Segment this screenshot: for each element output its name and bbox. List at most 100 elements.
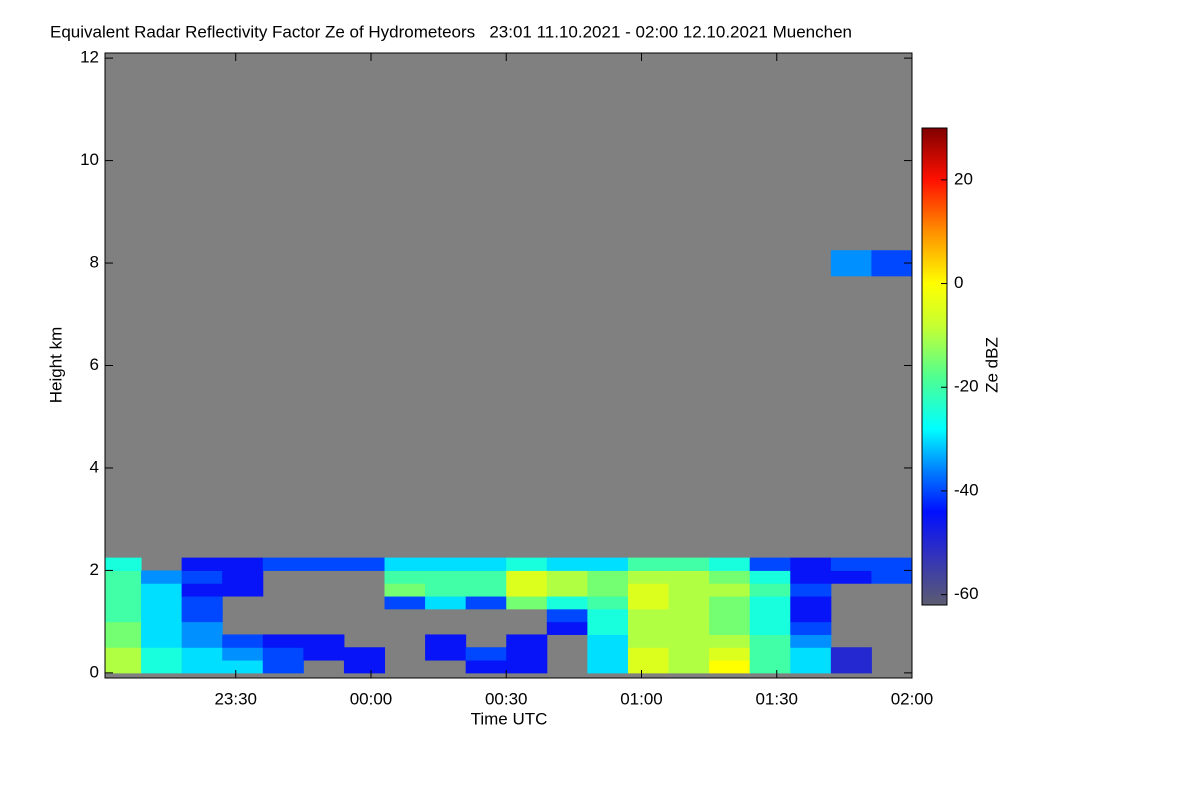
heatmap-cell (181, 557, 223, 571)
heatmap-cell (506, 596, 548, 610)
heatmap-cell (749, 570, 791, 584)
heatmap-cell (465, 583, 507, 597)
heatmap-cell (222, 570, 264, 584)
heatmap-cell (668, 596, 710, 610)
heatmap-cell (181, 660, 223, 674)
heatmap-cell (668, 634, 710, 648)
heatmap-cell (141, 583, 183, 597)
heatmap-cell (627, 557, 670, 571)
heatmap-cell (262, 660, 304, 674)
x-tick-label: 01:30 (755, 689, 798, 708)
heatmap-cell (506, 570, 548, 584)
heatmap-cell (141, 621, 183, 635)
colorbar-label: Ze dBZ (982, 337, 1001, 393)
heatmap-cell (384, 596, 426, 610)
heatmap-cell (668, 570, 710, 584)
heatmap-cell (141, 596, 183, 610)
y-tick-label: 4 (90, 457, 99, 476)
heatmap-cell (790, 557, 832, 571)
heatmap-cell (587, 583, 629, 597)
heatmap-cell (830, 570, 872, 584)
heatmap-cell (627, 583, 670, 597)
heatmap-cell (343, 557, 386, 571)
heatmap-cell (668, 608, 710, 623)
heatmap-cell (506, 583, 548, 597)
heatmap-cell (303, 647, 345, 661)
heatmap-cell (425, 570, 467, 584)
heatmap-cell (790, 634, 832, 648)
heatmap-cell (749, 557, 791, 571)
heatmap-cell (830, 660, 872, 674)
x-tick-label: 01:00 (620, 689, 663, 708)
y-axis-label: Height km (46, 327, 65, 404)
heatmap-cell (465, 660, 507, 674)
heatmap-cell (425, 557, 467, 571)
heatmap-cell (303, 557, 345, 571)
heatmap-cell (384, 583, 426, 597)
heatmap-cell (709, 570, 751, 584)
heatmap-cell (181, 583, 223, 597)
heatmap-cell (105, 570, 142, 584)
y-tick-label: 12 (80, 48, 99, 67)
heatmap-cell (790, 660, 832, 674)
colorbar-tick-label: -60 (954, 584, 979, 603)
heatmap-cell (830, 647, 872, 661)
heatmap-cell (222, 557, 264, 571)
colorbar-tick-label: 20 (954, 169, 973, 188)
heatmap-cell (105, 647, 142, 661)
colorbar (921, 127, 948, 606)
heatmap-cell (262, 557, 304, 571)
heatmap-cell (105, 557, 142, 571)
heatmap-cell (105, 608, 142, 623)
heatmap-cell (465, 596, 507, 610)
heatmap-cell (425, 647, 467, 661)
heatmap-cell (587, 596, 629, 610)
heatmap-cell (425, 583, 467, 597)
heatmap-cell (141, 608, 183, 623)
heatmap-cell (830, 557, 872, 571)
heatmap-cell (546, 583, 588, 597)
heatmap-cell (105, 583, 142, 597)
heatmap-cell (749, 608, 791, 623)
heatmap-cell (141, 660, 183, 674)
heatmap-cell (709, 647, 751, 661)
heatmap-cell (465, 557, 507, 571)
heatmap-cell (627, 608, 670, 623)
heatmap-cell (790, 647, 832, 661)
heatmap-cell (587, 634, 629, 648)
heatmap-cell (546, 557, 588, 571)
heatmap-cell (871, 557, 913, 571)
colorbar-tick-label: -40 (954, 480, 979, 499)
heatmap-cell (105, 660, 142, 674)
heatmap-cell (384, 557, 426, 571)
heatmap-cell (627, 621, 670, 635)
x-tick-label: 23:30 (214, 689, 257, 708)
heatmap-cell (627, 660, 670, 674)
chart-title: Equivalent Radar Reflectivity Factor Ze … (50, 22, 852, 41)
heatmap-cell (343, 660, 386, 674)
x-tick-label: 02:00 (891, 689, 934, 708)
heatmap-cell (506, 647, 548, 661)
heatmap-cell (627, 634, 670, 648)
heatmap-cell (749, 583, 791, 597)
heatmap-cell (181, 621, 223, 635)
heatmap-cell (668, 557, 710, 571)
x-tick-label: 00:00 (350, 689, 393, 708)
x-tick-label: 00:30 (485, 689, 528, 708)
heatmap-cell (506, 557, 548, 571)
heatmap-cell (709, 660, 751, 674)
heatmap-cell (749, 660, 791, 674)
heatmap-cell (262, 634, 304, 648)
heatmap-cell (790, 596, 832, 610)
heatmap-cell (465, 647, 507, 661)
heatmap-cell (709, 596, 751, 610)
heatmap-cell (465, 570, 507, 584)
heatmap-cell (587, 570, 629, 584)
heatmap-cell (343, 647, 386, 661)
heatmap-cell (181, 608, 223, 623)
y-tick-label: 8 (90, 253, 99, 272)
heatmap-cell (709, 583, 751, 597)
heatmap-cell (749, 634, 791, 648)
heatmap-cell (790, 608, 832, 623)
colorbar-tick-label: -20 (954, 377, 979, 396)
